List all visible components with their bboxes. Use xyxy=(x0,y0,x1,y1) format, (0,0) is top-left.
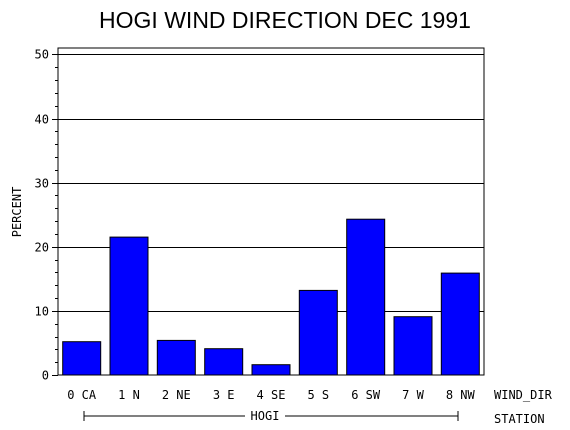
station-axis-label: STATION xyxy=(494,412,545,426)
y-axis: 0 10 20 30 40 50 xyxy=(35,48,58,383)
y-tick-label: 30 xyxy=(35,177,49,191)
bar-7-w xyxy=(393,316,433,376)
y-tick-label: 50 xyxy=(35,48,49,62)
bar-3-e xyxy=(204,348,244,376)
y-tick-label: 40 xyxy=(35,113,49,127)
y-tick-label: 0 xyxy=(42,369,49,383)
x-tick-label: 7 W xyxy=(402,388,424,402)
x-tick-label: 4 SE xyxy=(257,388,286,402)
bar-5-s xyxy=(298,289,338,376)
y-tick-label: 10 xyxy=(35,305,49,319)
y-tick-label: 20 xyxy=(35,241,49,255)
bar-1-n xyxy=(109,236,149,376)
x-tick-label: 0 CA xyxy=(67,388,97,402)
x-tick-label: 2 NE xyxy=(162,388,191,402)
bar-8-nw xyxy=(440,272,480,376)
x-tick-label: 1 N xyxy=(118,388,140,402)
x-tick-label: 6 SW xyxy=(351,388,381,402)
bars xyxy=(62,218,480,376)
station-label-bg xyxy=(245,408,285,424)
x-tick-label: 5 S xyxy=(307,388,329,402)
plot-frame xyxy=(57,47,485,376)
bar-4-se xyxy=(251,364,291,376)
bar-2-ne xyxy=(156,339,196,376)
x-axis-tick-labels: 0 CA 1 N 2 NE 3 E 4 SE 5 S 6 SW 7 W 8 NW xyxy=(67,388,475,402)
station-group-label: HOGI xyxy=(251,409,280,423)
chart-title: HOGI WIND DIRECTION DEC 1991 xyxy=(99,7,471,33)
x-tick-label: 3 E xyxy=(213,388,235,402)
y-axis-label: PERCENT xyxy=(10,187,24,238)
bar-0-ca xyxy=(62,341,102,376)
x-axis-label: WIND_DIR xyxy=(494,388,553,402)
bar-6-sw xyxy=(346,218,386,376)
x-tick-label: 8 NW xyxy=(446,388,476,402)
